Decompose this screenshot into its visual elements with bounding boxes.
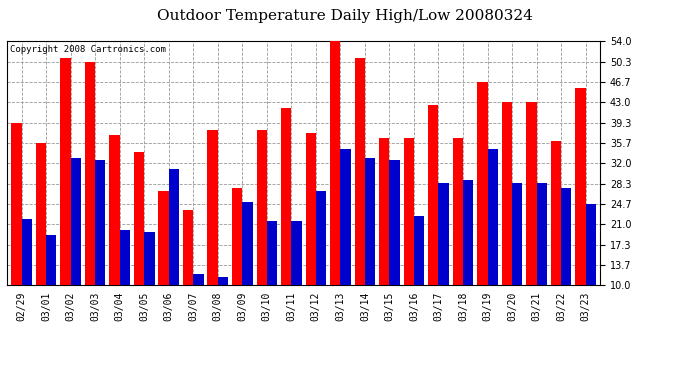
Bar [11, 123, 21, 285]
Bar [208, 130, 218, 285]
Bar [537, 183, 547, 285]
Bar [257, 130, 267, 285]
Bar [586, 204, 596, 285]
Bar [60, 58, 70, 285]
Bar [169, 169, 179, 285]
Bar [134, 152, 144, 285]
Bar [267, 221, 277, 285]
Bar [428, 105, 438, 285]
Bar [488, 149, 497, 285]
Bar [330, 41, 340, 285]
Bar [365, 158, 375, 285]
Bar [340, 149, 351, 285]
Bar [119, 230, 130, 285]
Bar [193, 274, 204, 285]
Bar [21, 219, 32, 285]
Bar [95, 160, 106, 285]
Bar [389, 160, 400, 285]
Bar [551, 141, 561, 285]
Bar [355, 58, 365, 285]
Bar [561, 188, 571, 285]
Bar [502, 102, 512, 285]
Bar [526, 102, 537, 285]
Bar [404, 138, 414, 285]
Bar [477, 82, 488, 285]
Bar [242, 202, 253, 285]
Bar [85, 62, 95, 285]
Bar [36, 142, 46, 285]
Bar [46, 235, 57, 285]
Bar [379, 138, 389, 285]
Bar [159, 191, 169, 285]
Bar [414, 216, 424, 285]
Bar [183, 210, 193, 285]
Bar [291, 221, 302, 285]
Bar [218, 277, 228, 285]
Bar [316, 191, 326, 285]
Bar [281, 108, 291, 285]
Bar [453, 138, 463, 285]
Text: Copyright 2008 Cartronics.com: Copyright 2008 Cartronics.com [10, 45, 166, 54]
Bar [512, 183, 522, 285]
Bar [110, 135, 119, 285]
Bar [575, 88, 586, 285]
Bar [306, 133, 316, 285]
Text: Outdoor Temperature Daily High/Low 20080324: Outdoor Temperature Daily High/Low 20080… [157, 9, 533, 23]
Bar [70, 158, 81, 285]
Bar [144, 232, 155, 285]
Bar [463, 180, 473, 285]
Bar [438, 183, 449, 285]
Bar [232, 188, 242, 285]
